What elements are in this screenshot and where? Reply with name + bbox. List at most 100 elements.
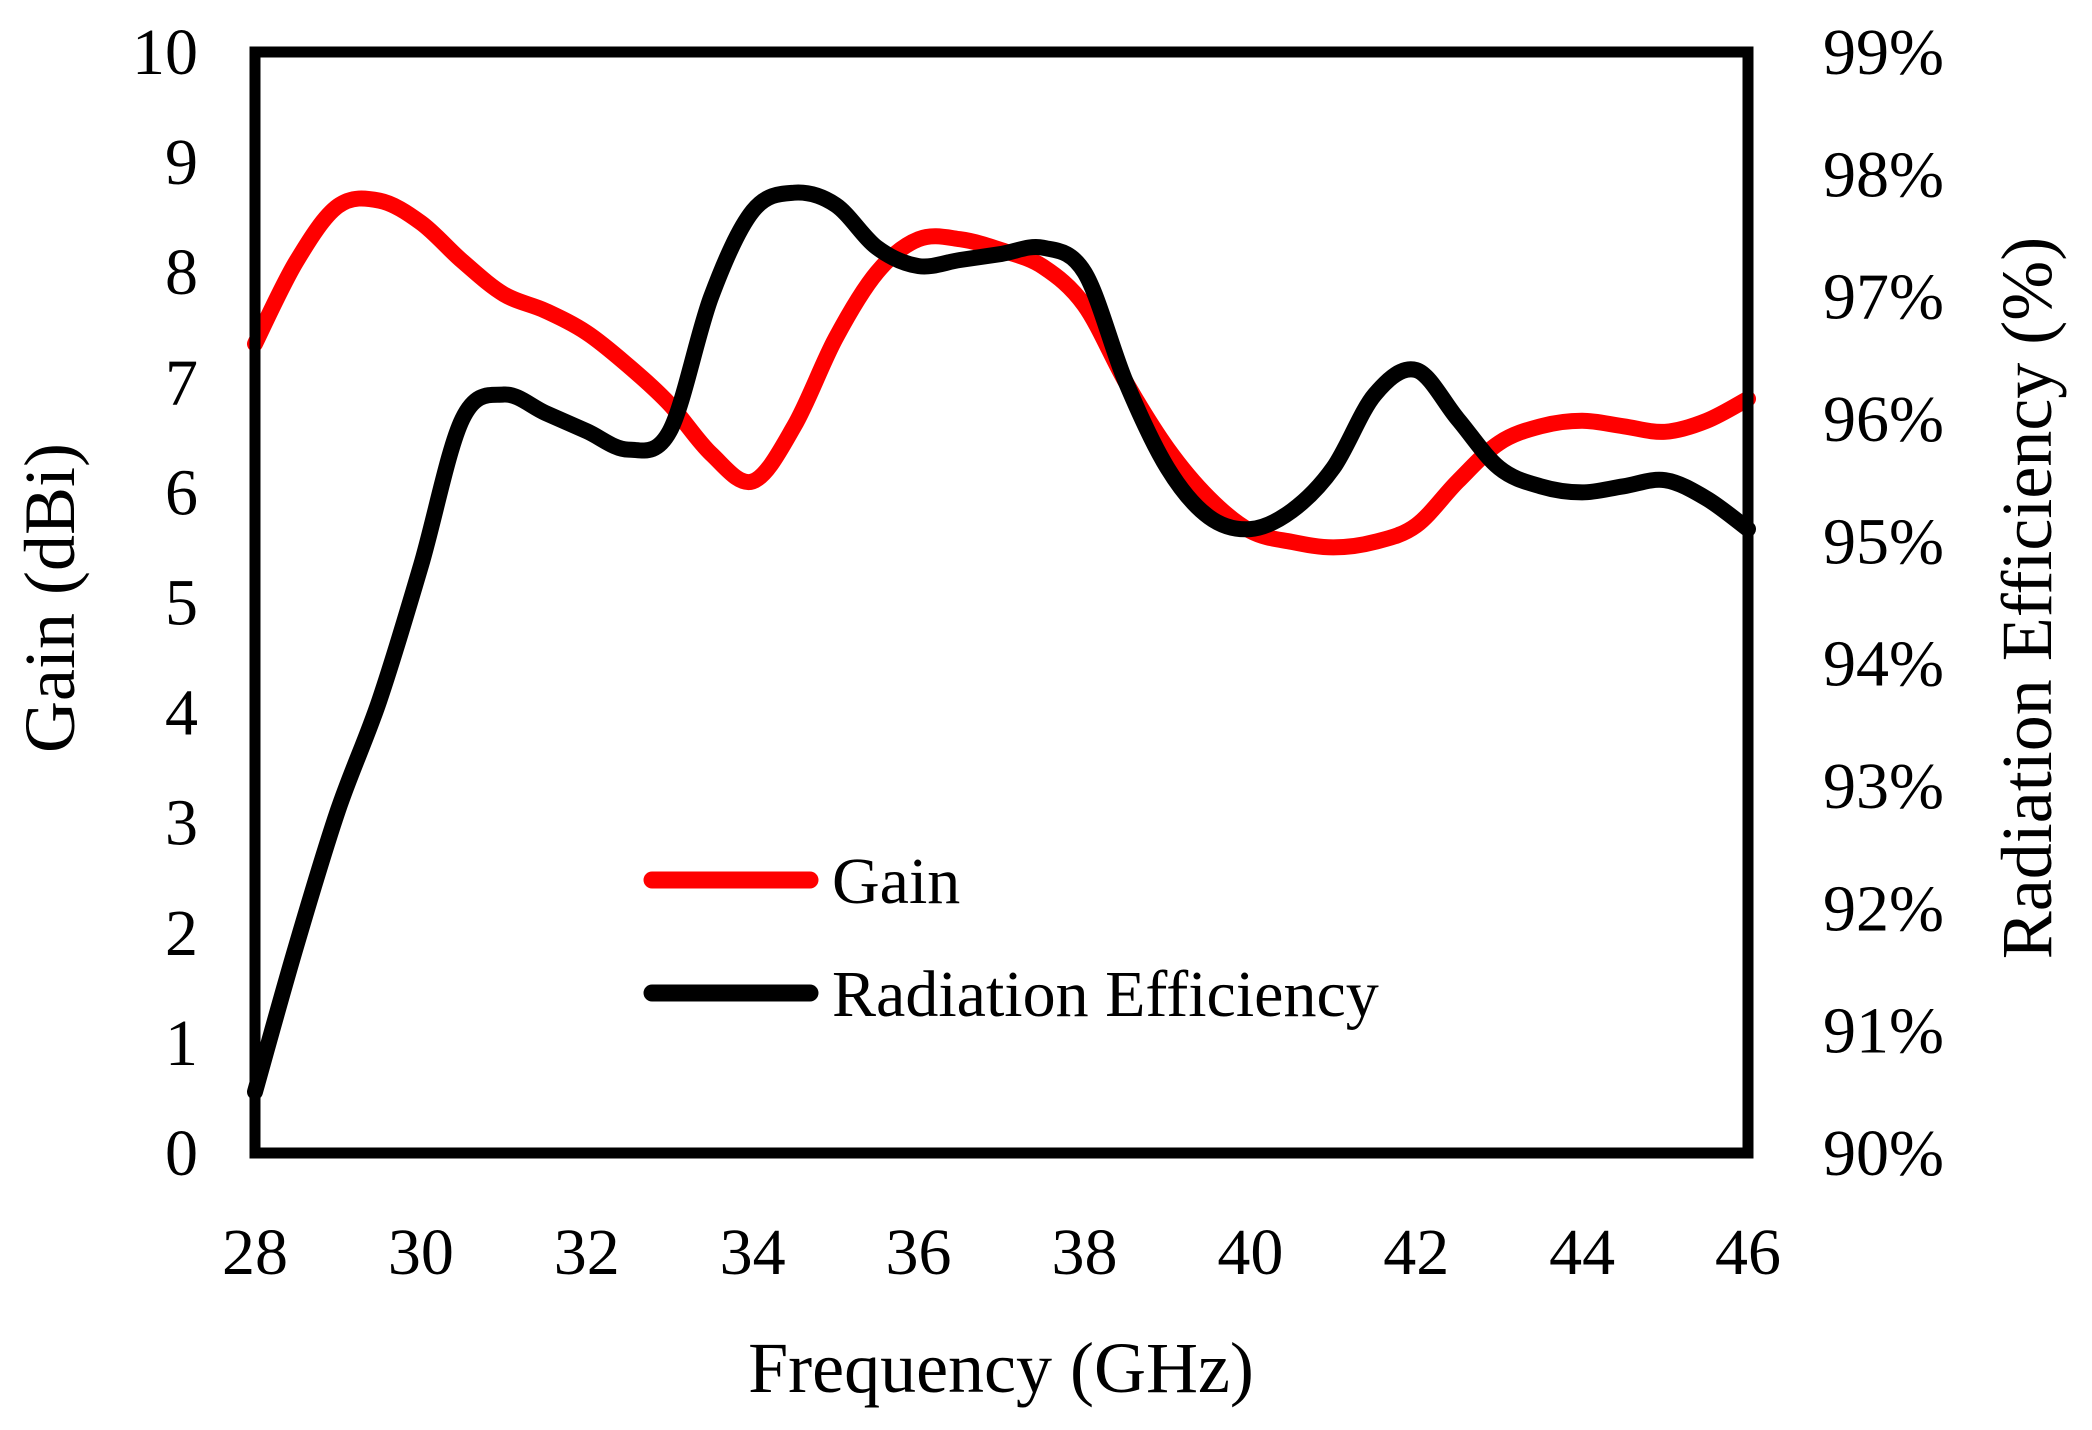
series-point-gain	[586, 332, 587, 333]
y-tick-label: 4	[165, 677, 198, 750]
chart-plot-layer	[247, 184, 1756, 1100]
series-point-radiation-efficiency	[1208, 516, 1209, 517]
series-point-radiation-efficiency	[752, 211, 753, 212]
series-point-radiation-efficiency	[1540, 486, 1541, 487]
series-point-gain	[918, 239, 919, 240]
y2-tick-label: 94%	[1823, 628, 1944, 701]
x-tick-label: 38	[1051, 1216, 1117, 1289]
series-point-gain	[296, 261, 297, 262]
series-point-gain	[337, 206, 338, 207]
series-point-radiation-efficiency	[379, 700, 380, 701]
series-point-radiation-efficiency	[337, 810, 338, 811]
series-point-radiation-efficiency	[1665, 480, 1666, 481]
y-axis-title: Gain (dBi)	[10, 443, 90, 753]
y-tick-label: 0	[165, 1117, 198, 1190]
x-tick-label: 32	[554, 1216, 620, 1289]
series-point-radiation-efficiency	[711, 296, 712, 297]
series-point-radiation-efficiency	[1043, 247, 1044, 248]
series-point-radiation-efficiency	[1623, 486, 1624, 487]
y2-tick-label: 91%	[1823, 995, 1944, 1068]
series-point-radiation-efficiency	[1374, 394, 1375, 395]
y2-tick-label: 99%	[1823, 16, 1944, 89]
y2-axis-title: Radiation Efficiency (%)	[1987, 237, 2067, 959]
y2-tick-label: 93%	[1823, 750, 1944, 823]
series-point-gain	[669, 404, 670, 405]
series-point-radiation-efficiency	[794, 192, 795, 193]
series-point-radiation-efficiency	[1416, 370, 1417, 371]
series-point-gain	[1499, 442, 1500, 443]
series-point-gain	[794, 426, 795, 427]
series-point-radiation-efficiency	[462, 419, 463, 420]
series-point-gain	[1043, 266, 1044, 267]
y-tick-label: 5	[165, 567, 198, 640]
series-point-radiation-efficiency	[1250, 529, 1251, 530]
series-point-gain	[835, 338, 836, 339]
series-point-gain	[1665, 431, 1666, 432]
y2-tick-label: 97%	[1823, 261, 1944, 334]
chart-tick-layer: 28 30 32 34 36 38 40 42 44 4601234567891090%91%92…	[132, 16, 1944, 1289]
x-tick-label: 46	[1715, 1216, 1781, 1289]
series-point-gain	[545, 310, 546, 311]
series-point-gain	[379, 200, 380, 201]
series-point-gain	[1582, 420, 1583, 421]
series-point-gain	[1167, 448, 1168, 449]
x-tick-label: 40	[1217, 1216, 1283, 1289]
series-point-gain	[462, 261, 463, 262]
series-point-radiation-efficiency	[1457, 419, 1458, 420]
series-point-radiation-efficiency	[503, 394, 504, 395]
series-point-gain	[1374, 541, 1375, 542]
series-point-radiation-efficiency	[1291, 510, 1292, 511]
series-point-gain	[752, 481, 753, 482]
series-point-gain	[628, 365, 629, 366]
legend-efficiency-label: Radiation Efficiency	[832, 958, 1379, 1031]
series-point-radiation-efficiency	[545, 412, 546, 413]
series-point-gain	[420, 222, 421, 223]
series-point-gain	[1706, 420, 1707, 421]
series-point-radiation-efficiency	[669, 431, 670, 432]
series-line-radiation-efficiency	[247, 184, 1756, 1100]
series-point-radiation-efficiency	[1001, 253, 1002, 254]
y-tick-label: 3	[165, 787, 198, 860]
series-point-radiation-efficiency	[1125, 382, 1126, 383]
series-point-gain	[1333, 547, 1334, 548]
x-tick-label: 28	[222, 1216, 288, 1289]
x-tick-label: 42	[1383, 1216, 1449, 1289]
y-tick-label: 8	[165, 236, 198, 309]
y-tick-label: 10	[132, 16, 198, 89]
y-tick-label: 1	[165, 1007, 198, 1080]
series-point-radiation-efficiency	[1499, 467, 1500, 468]
series-point-radiation-efficiency	[1706, 498, 1707, 499]
series-point-gain	[503, 294, 504, 295]
series-point-gain	[960, 239, 961, 240]
y2-tick-label: 96%	[1823, 383, 1944, 456]
x-tick-label: 44	[1549, 1216, 1615, 1289]
x-tick-label: 34	[720, 1216, 786, 1289]
series-point-radiation-efficiency	[1084, 272, 1085, 273]
y-tick-label: 7	[165, 346, 198, 419]
x-axis-title: Frequency (GHz)	[748, 1328, 1254, 1408]
legend: Gain Radiation Efficiency	[643, 845, 1379, 1031]
series-point-radiation-efficiency	[1582, 492, 1583, 493]
series-point-radiation-efficiency	[918, 266, 919, 267]
y2-tick-label: 98%	[1823, 138, 1944, 211]
series-point-gain	[1540, 426, 1541, 427]
series-point-radiation-efficiency	[1333, 467, 1334, 468]
series-point-radiation-efficiency	[628, 449, 629, 450]
y-tick-label: 2	[165, 897, 198, 970]
series-point-gain	[1291, 541, 1292, 542]
y2-tick-label: 95%	[1823, 505, 1944, 578]
series-point-radiation-efficiency	[1167, 467, 1168, 468]
plot-area-frame	[249, 46, 1754, 1159]
series-point-gain	[1084, 305, 1085, 306]
series-point-gain	[1457, 481, 1458, 482]
series-point-gain	[1208, 497, 1209, 498]
y-tick-label: 6	[165, 456, 198, 529]
series-point-radiation-efficiency	[420, 565, 421, 566]
series-point-gain	[1623, 426, 1624, 427]
series-point-radiation-efficiency	[960, 260, 961, 261]
series-point-gain	[877, 272, 878, 273]
series-point-radiation-efficiency	[296, 945, 297, 946]
x-tick-label: 36	[886, 1216, 952, 1289]
series-point-gain	[711, 453, 712, 454]
